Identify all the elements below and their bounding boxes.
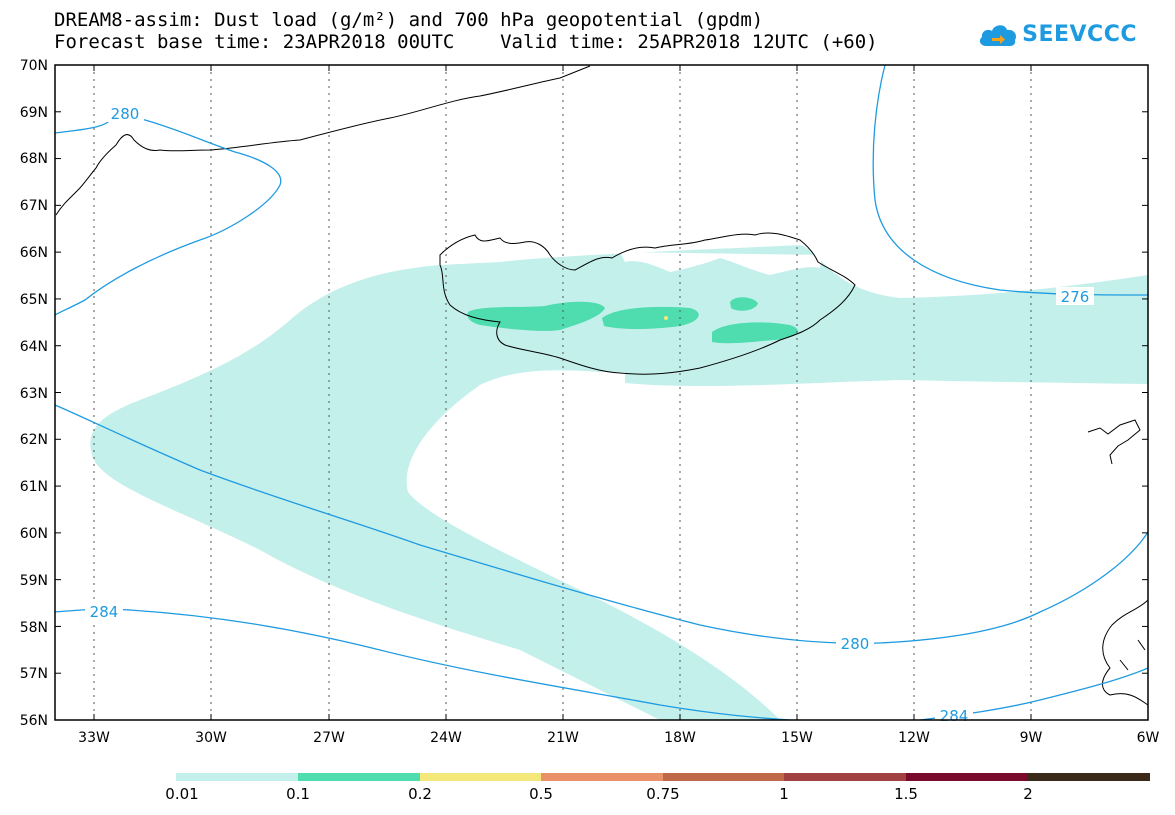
dust-gap: [620, 252, 822, 275]
contour-label: 284: [90, 603, 119, 621]
legend-label: 0.5: [529, 785, 553, 803]
dust-dot-high: [664, 316, 668, 320]
contour-label: 284: [940, 707, 969, 725]
legend-swatch: [298, 773, 420, 781]
legend-swatch: [784, 773, 906, 781]
lat-label: 58N: [20, 620, 48, 636]
faroe-coast: [1087, 419, 1141, 465]
legend-label: 0.1: [286, 785, 310, 803]
legend-swatch: [663, 773, 784, 781]
legend-colorbar: [176, 773, 1150, 781]
contour-label: 280: [111, 105, 140, 123]
contour-label: 276: [1061, 288, 1090, 306]
lon-label: 15W: [781, 730, 813, 746]
lon-labels: 33W 30W 27W 24W 21W 18W 15W 12W 9W 6W: [78, 730, 1159, 746]
legend-swatch: [906, 773, 1028, 781]
coastlines: [55, 65, 1149, 706]
lat-label: 60N: [20, 526, 48, 542]
seevccc-logo: SEEVCCC: [978, 20, 1137, 48]
lat-label: 56N: [20, 713, 48, 729]
cloud-icon: [980, 25, 1017, 46]
legend-swatch: [176, 773, 298, 781]
lon-label: 12W: [898, 730, 930, 746]
dust-plume-low: [90, 245, 1148, 720]
dust-patch-center: [602, 306, 699, 329]
legend-label: 2: [1023, 785, 1033, 803]
dust-patch-se: [712, 322, 798, 344]
legend-label: 1.5: [894, 785, 918, 803]
contour-280-north: [54, 114, 282, 316]
legend-label: 0.01: [165, 785, 199, 803]
lon-label: 24W: [430, 730, 462, 746]
legend-swatch: [541, 773, 663, 781]
greenland-coast: [55, 65, 591, 216]
lat-label: 62N: [20, 432, 48, 448]
logo-text: SEEVCCC: [1022, 21, 1137, 47]
lat-labels: 70N 69N 68N 67N 66N 65N 64N 63N 62N 61N …: [20, 58, 48, 729]
scotland-coast: [1102, 599, 1149, 706]
legend-label: 0.75: [646, 785, 680, 803]
legend-swatch: [420, 773, 541, 781]
map-title: DREAM8-assim: Dust load (g/m²) and 700 h…: [54, 9, 764, 31]
lat-label: 61N: [20, 479, 48, 495]
lat-label: 67N: [20, 198, 48, 214]
lon-label: 9W: [1020, 730, 1043, 746]
dust-patch-west: [467, 301, 605, 331]
iceland-coast: [439, 232, 856, 375]
lat-label: 70N: [20, 58, 48, 74]
legend-label: 1: [779, 785, 789, 803]
legend-label: 0.2: [408, 785, 432, 803]
lon-label: 27W: [313, 730, 345, 746]
lon-label: 6W: [1137, 730, 1160, 746]
map-subtitle: Forecast base time: 23APR2018 00UTC Vali…: [54, 31, 878, 53]
contour-label: 280: [841, 635, 870, 653]
lat-label: 64N: [20, 339, 48, 355]
lat-label: 57N: [20, 666, 48, 682]
dust-patch-ne: [730, 297, 758, 311]
lat-label: 69N: [20, 105, 48, 121]
lon-label: 21W: [547, 730, 579, 746]
tick-marks: [55, 64, 1148, 721]
lat-label: 68N: [20, 151, 48, 167]
lon-label: 33W: [78, 730, 110, 746]
contour-labels: 280 276 284 280 284: [85, 104, 1094, 725]
legend-swatch: [1028, 773, 1150, 781]
contour-276: [872, 64, 1149, 296]
contour-280-south: [54, 404, 1149, 644]
lon-label: 18W: [664, 730, 696, 746]
lon-label: 30W: [195, 730, 227, 746]
lat-label: 63N: [20, 386, 48, 402]
contour-284-west: [54, 608, 791, 721]
lat-label: 59N: [20, 573, 48, 589]
lat-label: 65N: [20, 292, 48, 308]
lat-label: 66N: [20, 245, 48, 261]
